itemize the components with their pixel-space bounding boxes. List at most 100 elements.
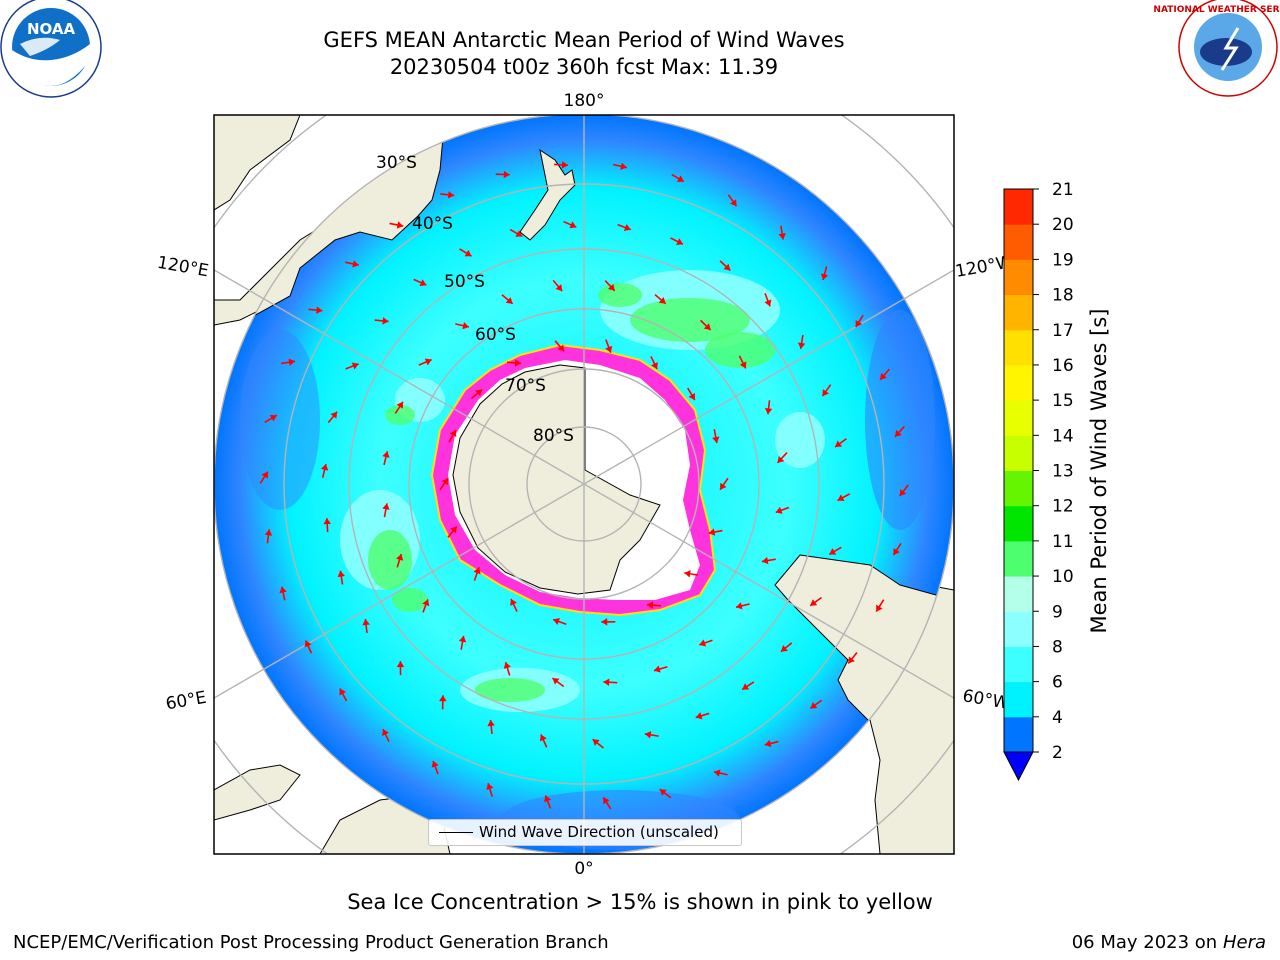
wave-arrow-head [607, 283, 615, 291]
label-180: 180° [564, 91, 605, 111]
colorbar-tick-label: 16 [1052, 356, 1074, 376]
wave-arrow-head [658, 297, 666, 304]
wave-arrow-head [269, 415, 277, 422]
wave-arrow-head [553, 617, 560, 626]
wave-arrow-head [684, 570, 691, 578]
colorbar-tick-label: 9 [1052, 602, 1063, 622]
label-120e: 120°E [156, 253, 210, 282]
wave-arrow-head [855, 320, 863, 328]
legend-line-icon [439, 832, 473, 833]
arrow-legend: Wind Wave Direction (unscaled) [428, 819, 742, 846]
label-60w: 60°W [961, 686, 1011, 714]
wave-arrow-head [264, 529, 273, 536]
colorbar-tick-label: 20 [1052, 215, 1074, 235]
wave-arrow-head [703, 323, 711, 331]
colorbar-segment [1004, 400, 1033, 436]
colorbar-segment [1004, 611, 1033, 647]
wave-arrow-head [837, 494, 845, 501]
label-60s: 60°S [475, 325, 516, 345]
wave-arrow-head [742, 683, 750, 690]
noaa-logo-text: NOAA [27, 20, 76, 38]
wave-arrow-head [362, 619, 370, 626]
plot-title: GEFS MEAN Antarctic Mean Period of Wind … [323, 28, 845, 52]
wave-arrow-head [351, 362, 359, 370]
wave-arrow-head [761, 556, 769, 565]
wave-arrow-head [279, 586, 287, 594]
wind-wave-arrows [259, 161, 909, 810]
footer-credit: NCEP/EMC/Verification Post Processing Pr… [13, 932, 609, 953]
colorbar-tick-label: 13 [1052, 462, 1074, 482]
colorbar-segment [1004, 505, 1033, 542]
label-40s: 40°S [412, 214, 453, 234]
colorbar-tick-label: 10 [1052, 567, 1074, 587]
wave-arrow-head [592, 739, 600, 746]
wave-arrow-head [396, 661, 405, 668]
wave-arrow-head [510, 598, 517, 606]
wave-arrow-head [515, 230, 523, 237]
wave-arrow-head [337, 570, 345, 578]
wave-arrow-head [699, 639, 707, 647]
wave-arrow-head [473, 567, 481, 575]
colorbar-segment [1004, 189, 1033, 225]
label-30s: 30°S [376, 153, 417, 173]
wave-arrow-head [720, 482, 727, 490]
wave-arrow-head [475, 389, 483, 397]
wave-arrow-head [623, 224, 631, 232]
wave-arrow-head [555, 284, 563, 292]
wave-arrow-head [777, 455, 785, 463]
wave-arrow-head [829, 548, 837, 555]
caption: Sea Ice Concentration > 15% is shown in … [347, 890, 933, 914]
wave-arrow-head [880, 372, 887, 380]
label-60e: 60°E [164, 688, 208, 715]
wave-arrow-head [330, 411, 338, 419]
wave-arrow-head [780, 645, 788, 652]
wave-arrow-head [320, 464, 329, 471]
wave-arrow-head [382, 451, 390, 458]
wave-arrow-head [304, 640, 312, 648]
wave-arrow-head [449, 430, 457, 438]
wave-arrow-head [603, 797, 610, 805]
wave-arrow-head [739, 361, 747, 369]
wave-arrow-head [708, 528, 716, 536]
wave-arrow-head [764, 299, 772, 307]
wave-arrow-head [810, 701, 818, 709]
colorbar-segment [1004, 681, 1033, 718]
wave-arrow-head [422, 599, 430, 607]
wave-arrow-head [561, 161, 568, 169]
colorbar-tick-label: 6 [1052, 673, 1063, 693]
colorbar-tick-label: 21 [1052, 180, 1074, 200]
wave-arrow-head [458, 635, 467, 643]
wave-arrow-head [835, 440, 843, 447]
wave-arrow-head [382, 317, 389, 325]
colorbar-tick-label: 4 [1052, 708, 1063, 728]
label-50s: 50°S [444, 272, 485, 292]
colorbar-tick-label: 12 [1052, 497, 1074, 517]
wave-arrow-head [396, 554, 404, 561]
colorbar-segment [1004, 224, 1033, 260]
wave-arrow-head [712, 436, 720, 444]
nws-logo-text: NATIONAL WEATHER SERVICE [1153, 5, 1280, 15]
wave-arrow-head [323, 518, 331, 525]
colorbar-segment [1004, 540, 1033, 577]
colorbar-segment [1004, 470, 1033, 507]
label-0: 0° [574, 859, 593, 879]
legend-label: Wind Wave Direction (unscaled) [479, 823, 719, 841]
wave-arrow-head [810, 599, 818, 606]
wave-arrow-head [487, 719, 495, 727]
wave-arrow-head [713, 769, 721, 777]
colorbar-tick-label: 17 [1052, 321, 1074, 341]
wave-arrow-head [603, 678, 610, 686]
wave-arrow-head [601, 618, 608, 626]
wave-arrow-head [557, 344, 565, 352]
wave-arrow-head [899, 489, 907, 497]
wave-arrow-head [544, 795, 552, 803]
wave-arrow-head [695, 712, 703, 720]
wave-arrow-head [647, 601, 654, 609]
colorbar-segment [1004, 364, 1033, 401]
colorbar-tick-label: 8 [1052, 637, 1063, 657]
wave-arrow-head [605, 345, 613, 353]
wave-arrow-head [396, 221, 404, 229]
wave-arrow-head [659, 789, 667, 796]
